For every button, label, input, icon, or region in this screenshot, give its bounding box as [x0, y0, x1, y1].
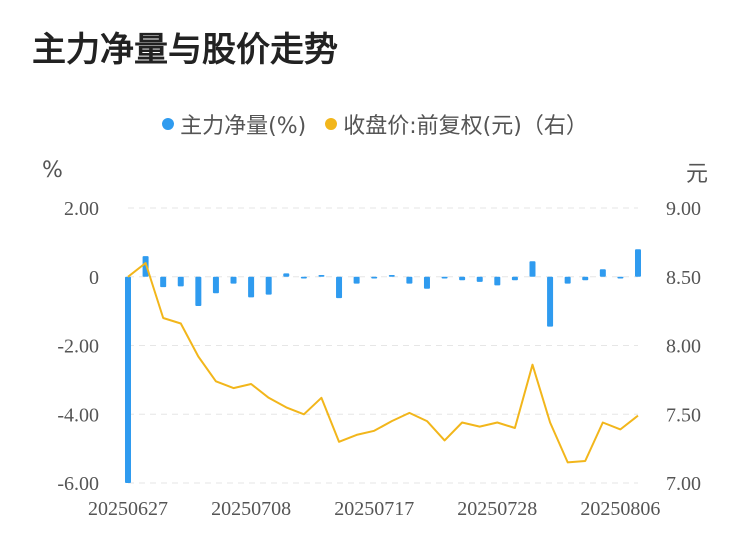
y-right-tick-label: 8.00: [666, 336, 701, 358]
net-volume-bar: [476, 276, 483, 282]
net-volume-bar: [212, 276, 219, 294]
y-right-tick-label: 8.50: [666, 267, 701, 289]
right-axis-unit: 元: [686, 162, 709, 187]
x-tick-label: 20250708: [211, 498, 291, 520]
legend-marker-net-volume: [162, 118, 175, 130]
net-volume-bar: [564, 276, 571, 284]
net-volume-bar: [336, 276, 343, 299]
x-tick-label: 20250728: [457, 498, 537, 520]
net-volume-bar: [318, 275, 325, 277]
y-left-tick-label: 2.00: [64, 198, 99, 220]
x-tick-label: 20250627: [88, 498, 168, 520]
net-volume-bar: [195, 276, 202, 306]
chart-legend: 主力净量(%) 收盘价:前复权(元)（右）: [0, 108, 750, 140]
net-volume-bar: [582, 276, 589, 281]
legend-label-net-volume: 主力净量(%): [180, 114, 307, 139]
legend-label-close-price: 收盘价:前复权(元)（右）: [343, 114, 588, 139]
net-volume-bar: [511, 276, 518, 281]
close-price-line: [127, 262, 639, 464]
net-volume-bar: [142, 256, 149, 277]
legend-item-net-volume[interactable]: 主力净量(%): [162, 108, 306, 140]
net-volume-bar: [283, 273, 290, 277]
net-volume-bar: [300, 276, 307, 279]
x-tick-label: 20250806: [580, 498, 660, 520]
net-volume-bar: [353, 276, 360, 284]
x-tick-label: 20250717: [334, 498, 414, 520]
left-axis-unit: %: [42, 158, 63, 183]
net-volume-bar: [459, 276, 466, 281]
net-volume-bar: [248, 276, 255, 298]
net-volume-bar: [177, 276, 184, 287]
net-volume-bar: [494, 276, 501, 286]
net-volume-bar: [125, 276, 131, 483]
net-volume-bar: [160, 276, 167, 288]
legend-item-close-price[interactable]: 收盘价:前复权(元)（右）: [325, 108, 588, 140]
net-volume-bar: [617, 276, 624, 279]
net-volume-bar: [388, 275, 395, 277]
legend-marker-close-price: [325, 118, 338, 130]
y-right-tick-label: 9.00: [666, 198, 701, 220]
y-right-tick-label: 7.50: [666, 404, 701, 426]
net-volume-bar: [547, 276, 554, 327]
net-volume-bar: [599, 269, 606, 277]
y-right-tick-label: 7.00: [666, 473, 701, 495]
y-left-tick-label: -4.00: [57, 404, 99, 426]
net-volume-bar: [230, 276, 237, 284]
chart-title: 主力净量与股价走势: [32, 30, 338, 70]
net-volume-bar: [635, 249, 641, 277]
net-volume-bar: [529, 261, 536, 277]
y-left-tick-label: -2.00: [57, 336, 99, 358]
net-volume-bar: [371, 276, 378, 279]
y-left-tick-label: 0: [89, 267, 99, 289]
net-volume-bar: [406, 276, 413, 284]
y-left-tick-label: -6.00: [57, 473, 99, 495]
net-volume-bar: [441, 276, 448, 279]
net-volume-bar: [265, 276, 272, 295]
net-volume-bar: [423, 276, 430, 289]
